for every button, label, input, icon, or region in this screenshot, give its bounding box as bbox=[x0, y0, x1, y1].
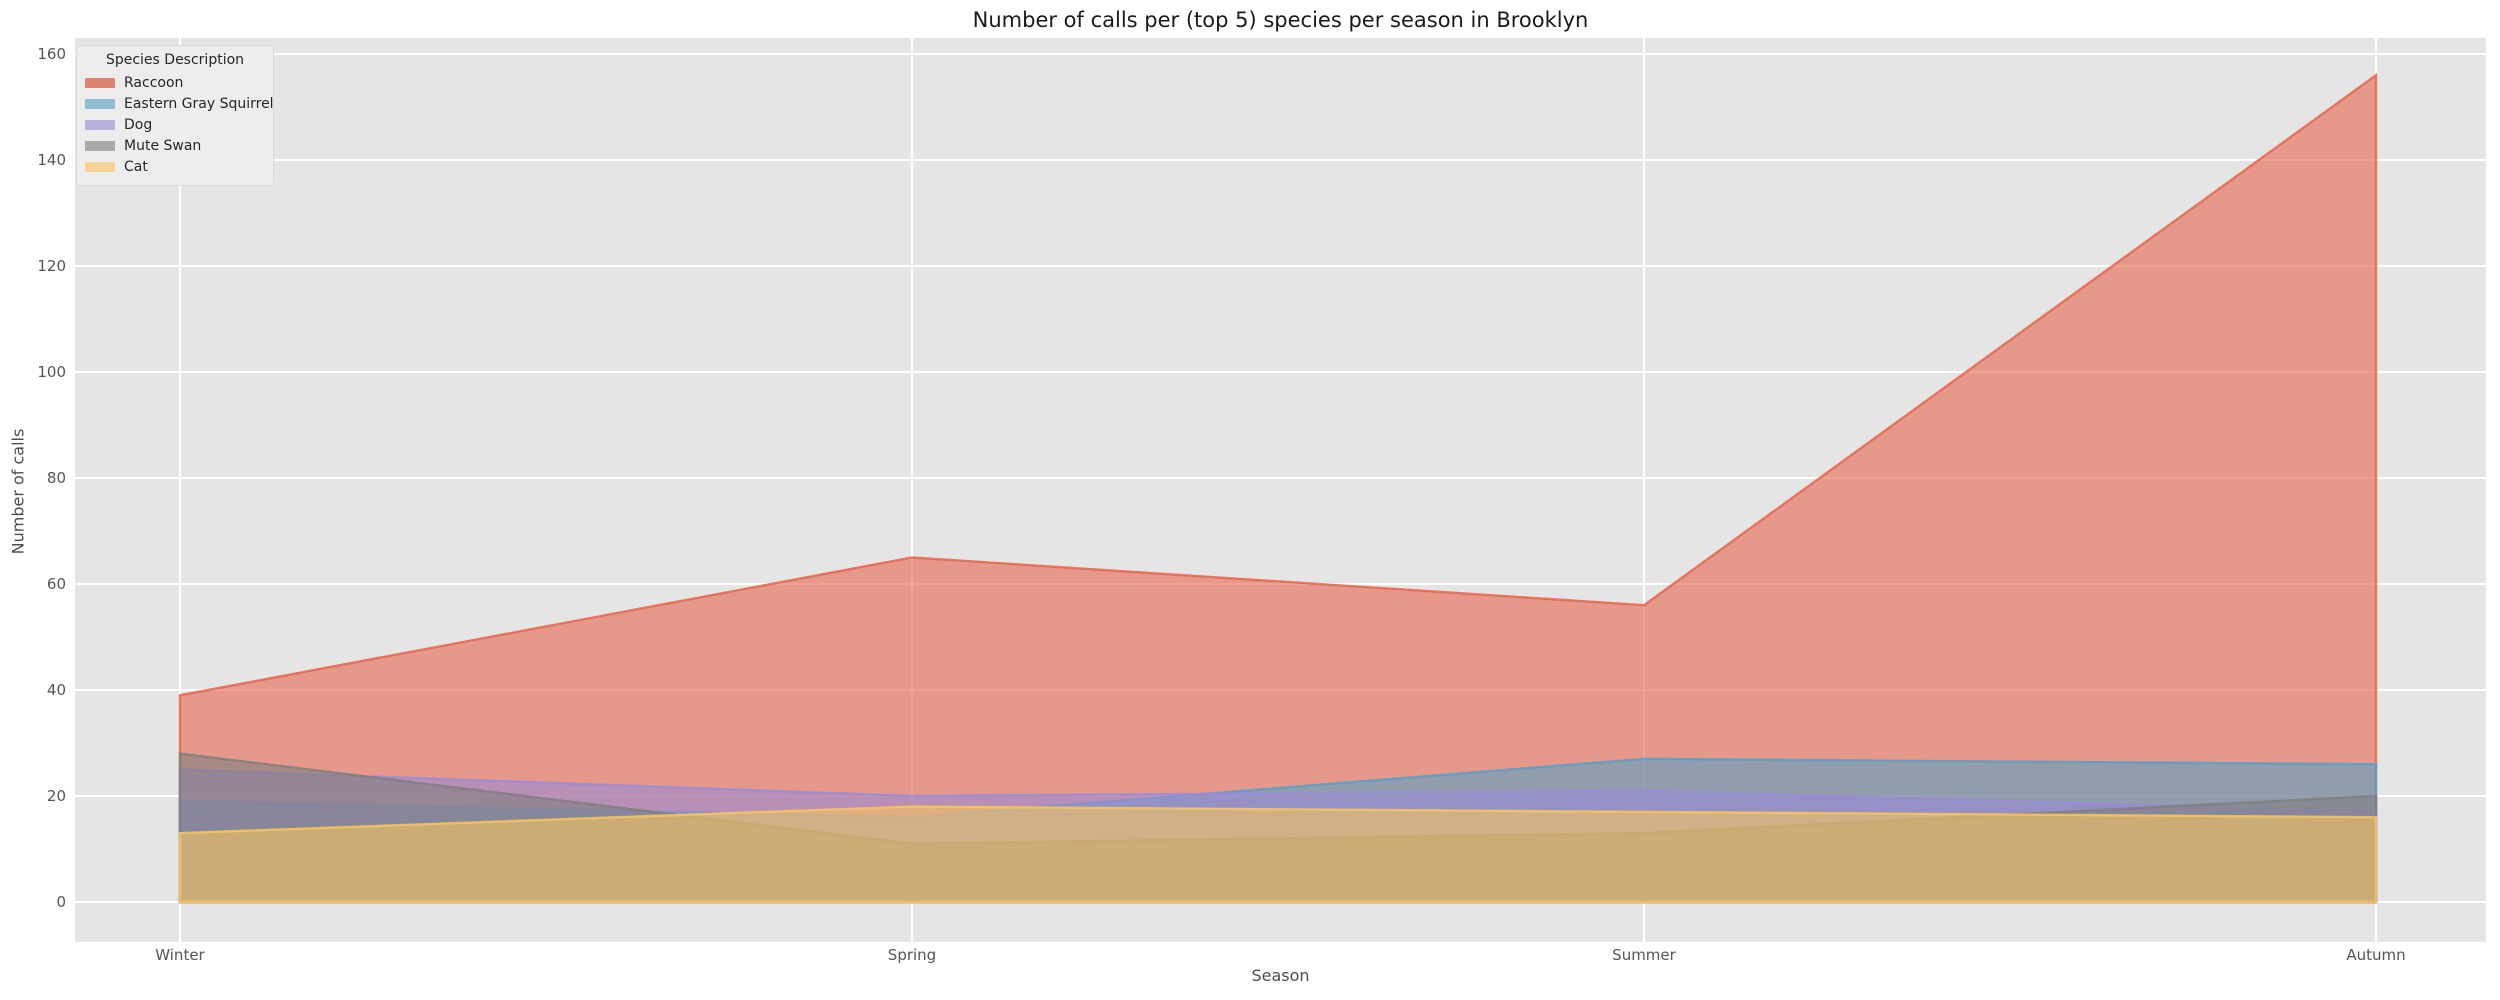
legend-swatch-icon bbox=[85, 161, 115, 172]
legend-label: Cat bbox=[124, 158, 148, 175]
legend-items: Raccoon Eastern Gray Squirrel Dog Mute Swan… bbox=[85, 72, 274, 177]
legend-label: Dog bbox=[124, 116, 153, 133]
x-tick-summer: Summer bbox=[1612, 946, 1676, 964]
legend-swatch-icon bbox=[85, 140, 115, 151]
y-tick-160: 160 bbox=[37, 45, 66, 63]
legend-item-dog: Dog bbox=[85, 114, 265, 135]
legend-item-cat: Cat bbox=[85, 156, 265, 177]
legend-label: Mute Swan bbox=[124, 137, 202, 154]
y-tick-120: 120 bbox=[37, 257, 66, 275]
legend-title: Species Description bbox=[105, 52, 245, 68]
x-tick-winter: Winter bbox=[155, 946, 205, 964]
legend-swatch-icon bbox=[85, 77, 115, 88]
y-tick-0: 0 bbox=[56, 893, 66, 911]
legend-item-raccoon: Raccoon bbox=[85, 72, 265, 93]
y-axis-label: Number of calls bbox=[8, 428, 28, 555]
legend-label: Eastern Gray Squirrel bbox=[124, 95, 274, 112]
y-tick-140: 140 bbox=[37, 151, 66, 169]
legend-label: Raccoon bbox=[124, 74, 184, 91]
legend-item-mute-swan: Mute Swan bbox=[85, 135, 265, 156]
y-tick-40: 40 bbox=[46, 681, 66, 699]
legend-swatch-icon bbox=[85, 98, 115, 109]
legend-swatch-icon bbox=[85, 119, 115, 130]
legend: Species Description Raccoon Eastern Gray … bbox=[76, 45, 274, 186]
y-tick-20: 20 bbox=[46, 787, 66, 805]
area-cat bbox=[178, 805, 2378, 904]
chart-title: Number of calls per (top 5) species per … bbox=[972, 8, 1589, 32]
legend-item-eastern-gray-squirrel: Eastern Gray Squirrel bbox=[85, 93, 274, 114]
x-tick-autumn: Autumn bbox=[2346, 946, 2406, 964]
y-tick-60: 60 bbox=[46, 575, 66, 593]
x-axis-label: Season bbox=[1251, 966, 1310, 985]
area-chart-svg bbox=[75, 38, 2486, 942]
y-tick-80: 80 bbox=[46, 469, 66, 487]
y-tick-100: 100 bbox=[37, 363, 66, 381]
plot-area bbox=[75, 38, 2486, 942]
x-tick-spring: Spring bbox=[887, 946, 937, 964]
